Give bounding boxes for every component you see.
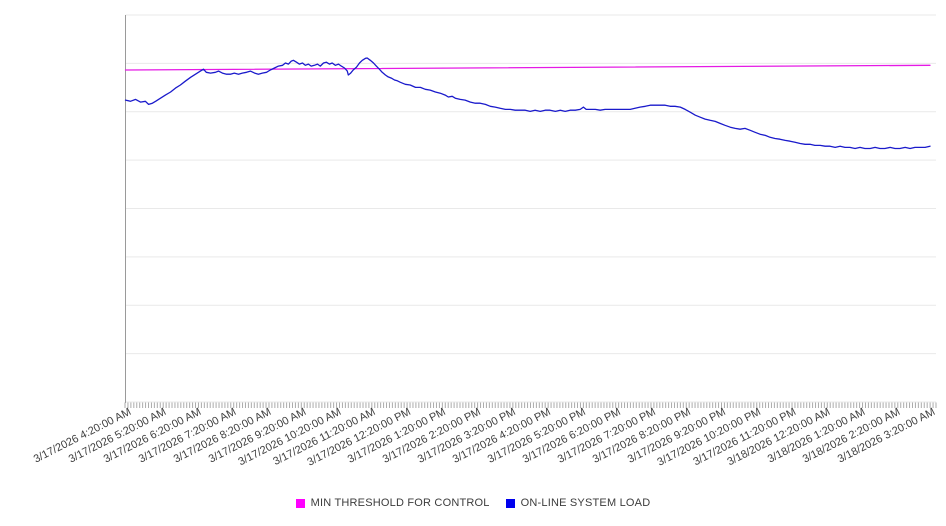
legend-label-online-system-load: ON-LINE SYSTEM LOAD — [520, 497, 651, 509]
legend-item-online-system-load: ON-LINE SYSTEM LOAD — [505, 497, 651, 509]
series-line-min-threshold — [124, 64, 931, 71]
series-line-online-system-load — [124, 57, 931, 150]
chart-legend: MIN THRESHOLD FOR CONTROL ON-LINE SYSTEM… — [0, 497, 946, 509]
legend-item-min-threshold: MIN THRESHOLD FOR CONTROL — [295, 497, 490, 509]
min-threshold-swatch-icon — [295, 498, 305, 508]
x-axis-minor-ticks — [124, 402, 937, 408]
legend-label-min-threshold: MIN THRESHOLD FOR CONTROL — [310, 497, 490, 509]
online-system-load-swatch-icon — [505, 498, 515, 508]
